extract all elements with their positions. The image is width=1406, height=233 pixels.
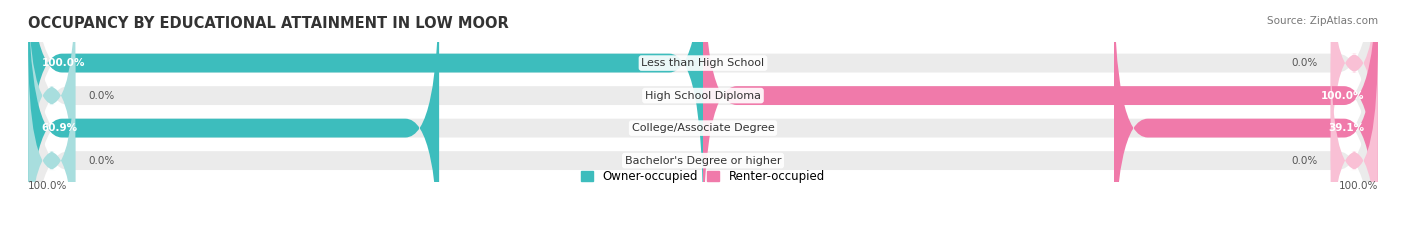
Text: 0.0%: 0.0% (1291, 156, 1317, 166)
FancyBboxPatch shape (28, 0, 1378, 233)
Text: Bachelor's Degree or higher: Bachelor's Degree or higher (624, 156, 782, 166)
FancyBboxPatch shape (1330, 0, 1378, 184)
FancyBboxPatch shape (28, 0, 1378, 233)
FancyBboxPatch shape (28, 0, 703, 216)
Text: High School Diploma: High School Diploma (645, 91, 761, 101)
FancyBboxPatch shape (28, 0, 439, 233)
Text: OCCUPANCY BY EDUCATIONAL ATTAINMENT IN LOW MOOR: OCCUPANCY BY EDUCATIONAL ATTAINMENT IN L… (28, 16, 509, 31)
Legend: Owner-occupied, Renter-occupied: Owner-occupied, Renter-occupied (581, 170, 825, 183)
Text: 39.1%: 39.1% (1329, 123, 1364, 133)
FancyBboxPatch shape (703, 0, 1378, 233)
FancyBboxPatch shape (28, 0, 1378, 233)
FancyBboxPatch shape (1330, 40, 1378, 233)
Text: 0.0%: 0.0% (1291, 58, 1317, 68)
Text: 100.0%: 100.0% (1320, 91, 1364, 101)
Text: 0.0%: 0.0% (89, 91, 115, 101)
FancyBboxPatch shape (28, 40, 76, 233)
Text: 100.0%: 100.0% (42, 58, 86, 68)
Text: Source: ZipAtlas.com: Source: ZipAtlas.com (1267, 16, 1378, 26)
FancyBboxPatch shape (1114, 0, 1378, 233)
Text: 100.0%: 100.0% (28, 181, 67, 191)
Text: College/Associate Degree: College/Associate Degree (631, 123, 775, 133)
Text: 100.0%: 100.0% (1339, 181, 1378, 191)
Text: Less than High School: Less than High School (641, 58, 765, 68)
FancyBboxPatch shape (28, 0, 76, 216)
FancyBboxPatch shape (28, 0, 1378, 233)
Text: 0.0%: 0.0% (89, 156, 115, 166)
Text: 60.9%: 60.9% (42, 123, 77, 133)
